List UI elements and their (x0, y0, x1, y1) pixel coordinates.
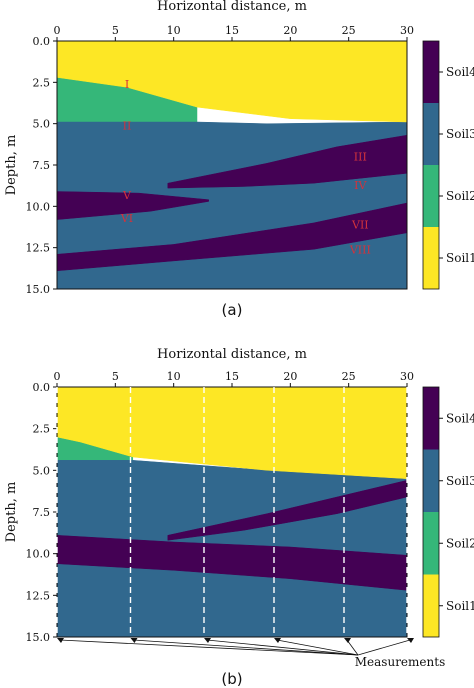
zone-label: VIII (349, 243, 371, 256)
panel-a-ytick-label: 5.0 (33, 118, 51, 131)
panel-a-layer-soil4-5 (57, 202, 407, 272)
panel-a-xtick-label: 15 (225, 24, 239, 37)
panel-b-ytick-label: 0.0 (33, 381, 51, 394)
panel-a-colorbar: Soil1 Soil2 Soil3 Soil4 (422, 40, 474, 290)
panel-b-xtick-label: 15 (225, 370, 239, 383)
panel-a-ytick-label: 12.5 (26, 242, 51, 255)
panel-b-colorbar-swatch-soil2 (423, 512, 439, 575)
panel-a-layer-soil1-2 (57, 41, 407, 123)
panel-b-layer-soil1-2 (57, 387, 407, 479)
measurement-arrowhead (344, 638, 351, 643)
panel-a-xtick-label: 0 (54, 24, 61, 37)
zone-label: VII (351, 219, 369, 232)
panel-a-ytick-label: 2.5 (33, 76, 51, 89)
panel-b-colorbar-swatch-soil1 (423, 574, 439, 637)
panel-a: Horizontal distance, m Depth, m 0 5 10 15 20… (4, 0, 474, 319)
zone-label: V (122, 189, 132, 202)
measurement-pointer (346, 639, 359, 656)
panel-a-plot-area (57, 41, 407, 289)
panel-b-xtick-label: 10 (167, 370, 181, 383)
panel-b-ytick-label: 7.5 (33, 506, 51, 519)
measurements-label: Measurements (355, 655, 445, 669)
measurement-arrowhead (204, 638, 211, 643)
panel-a-colorbar-label: Soil4 (446, 65, 474, 79)
panel-a-label: (a) (222, 301, 243, 319)
panel-a-ytick-label: 10.0 (26, 200, 51, 213)
panel-a-colorbar-label: Soil1 (446, 251, 474, 265)
panel-a-xtick-label: 30 (400, 24, 414, 37)
panel-b-ytick-label: 10.0 (26, 548, 51, 561)
zone-label: IV (354, 179, 367, 192)
panel-b-xtick-label: 0 (54, 370, 61, 383)
panel-a-colorbar-swatch-soil3 (423, 103, 439, 165)
panel-a-xtick-label: 10 (167, 24, 181, 37)
zone-label: I (125, 78, 129, 91)
panel-b-layer-soil4-4 (57, 535, 407, 591)
panel-a-colorbar-frame (422, 40, 440, 290)
panel-a-colorbar-swatch-soil2 (423, 165, 439, 227)
panel-b-colorbar-label: Soil1 (446, 599, 474, 613)
zone-label: VI (120, 212, 133, 225)
panel-a-xlabel: Horizontal distance, m (157, 0, 307, 14)
measurement-arrowhead (130, 638, 138, 643)
panel-b-colorbar-label: Soil4 (446, 411, 474, 425)
panel-b-plot-area (57, 387, 407, 637)
panel-a-ytick-label: 15.0 (26, 283, 51, 296)
panel-b-ytick-label: 12.5 (26, 589, 51, 602)
panel-b-xlabel: Horizontal distance, m (157, 347, 307, 362)
panel-a-ytick-label: 7.5 (33, 159, 51, 172)
panel-a-yticks: 0.0 2.5 5.0 7.5 10.0 12.5 15.0 (26, 35, 57, 296)
panel-a-colorbar-swatch-soil1 (423, 227, 439, 289)
measurement-pointer (276, 639, 359, 656)
panel-a-xticks: 0 5 10 15 20 25 30 (54, 24, 414, 41)
measurement-pointer (206, 639, 359, 656)
panel-b-ylabel: Depth, m (4, 482, 19, 543)
panel-b-ytick-label: 15.0 (26, 631, 51, 644)
measurement-arrowhead (407, 638, 414, 643)
panel-a-xtick-label: 25 (342, 24, 356, 37)
panel-a-xtick-label: 5 (112, 24, 119, 37)
zone-label: III (354, 151, 367, 164)
measurement-pointer (133, 639, 359, 656)
panel-b-ytick-label: 2.5 (33, 423, 51, 436)
panel-b-xtick-label: 5 (112, 370, 119, 383)
panel-a-xtick-label: 20 (283, 24, 297, 37)
panel-b-colorbar-swatch-soil3 (423, 449, 439, 512)
panel-b-colorbar-swatch-soil4 (423, 387, 439, 450)
measurement-arrowhead (274, 638, 281, 643)
panel-a-ytick-label: 0.0 (33, 35, 51, 48)
panel-b-layer-soil4-3 (167, 480, 407, 541)
panel-a-colorbar-label: Soil2 (446, 189, 474, 203)
panel-b-colorbar-frame (422, 386, 440, 638)
panel-a-ylabel: Depth, m (4, 135, 19, 196)
panel-a-colorbar-label: Soil3 (446, 127, 474, 141)
measurement-pointer (59, 639, 359, 656)
panel-b-xtick-label: 25 (342, 370, 356, 383)
panel-a-colorbar-swatch-soil4 (423, 41, 439, 103)
panel-b-xticks: 0 5 10 15 20 25 30 (54, 370, 414, 387)
panel-b-yticks: 0.0 2.5 5.0 7.5 10.0 12.5 15.0 (26, 381, 57, 644)
panel-b-xtick-label: 30 (400, 370, 414, 383)
panel-b-xtick-label: 20 (283, 370, 297, 383)
panel-b-measurements (56, 387, 414, 656)
panel-b-label: (b) (221, 670, 242, 688)
zone-label: II (123, 119, 132, 132)
measurement-pointer (357, 639, 411, 656)
panel-b: Horizontal distance, m Depth, m 0 5 10 15 20… (4, 347, 474, 688)
panel-a-layer-soil4-3 (167, 134, 407, 189)
panel-b-colorbar-label: Soil3 (446, 474, 474, 488)
measurement-arrowhead (57, 638, 64, 643)
panel-b-ytick-label: 5.0 (33, 464, 51, 477)
panel-b-colorbar-label: Soil2 (446, 536, 474, 550)
panel-a-layer-soil4-4 (57, 191, 209, 220)
panel-b-colorbar: Soil1 Soil2 Soil3 Soil4 (422, 386, 474, 638)
